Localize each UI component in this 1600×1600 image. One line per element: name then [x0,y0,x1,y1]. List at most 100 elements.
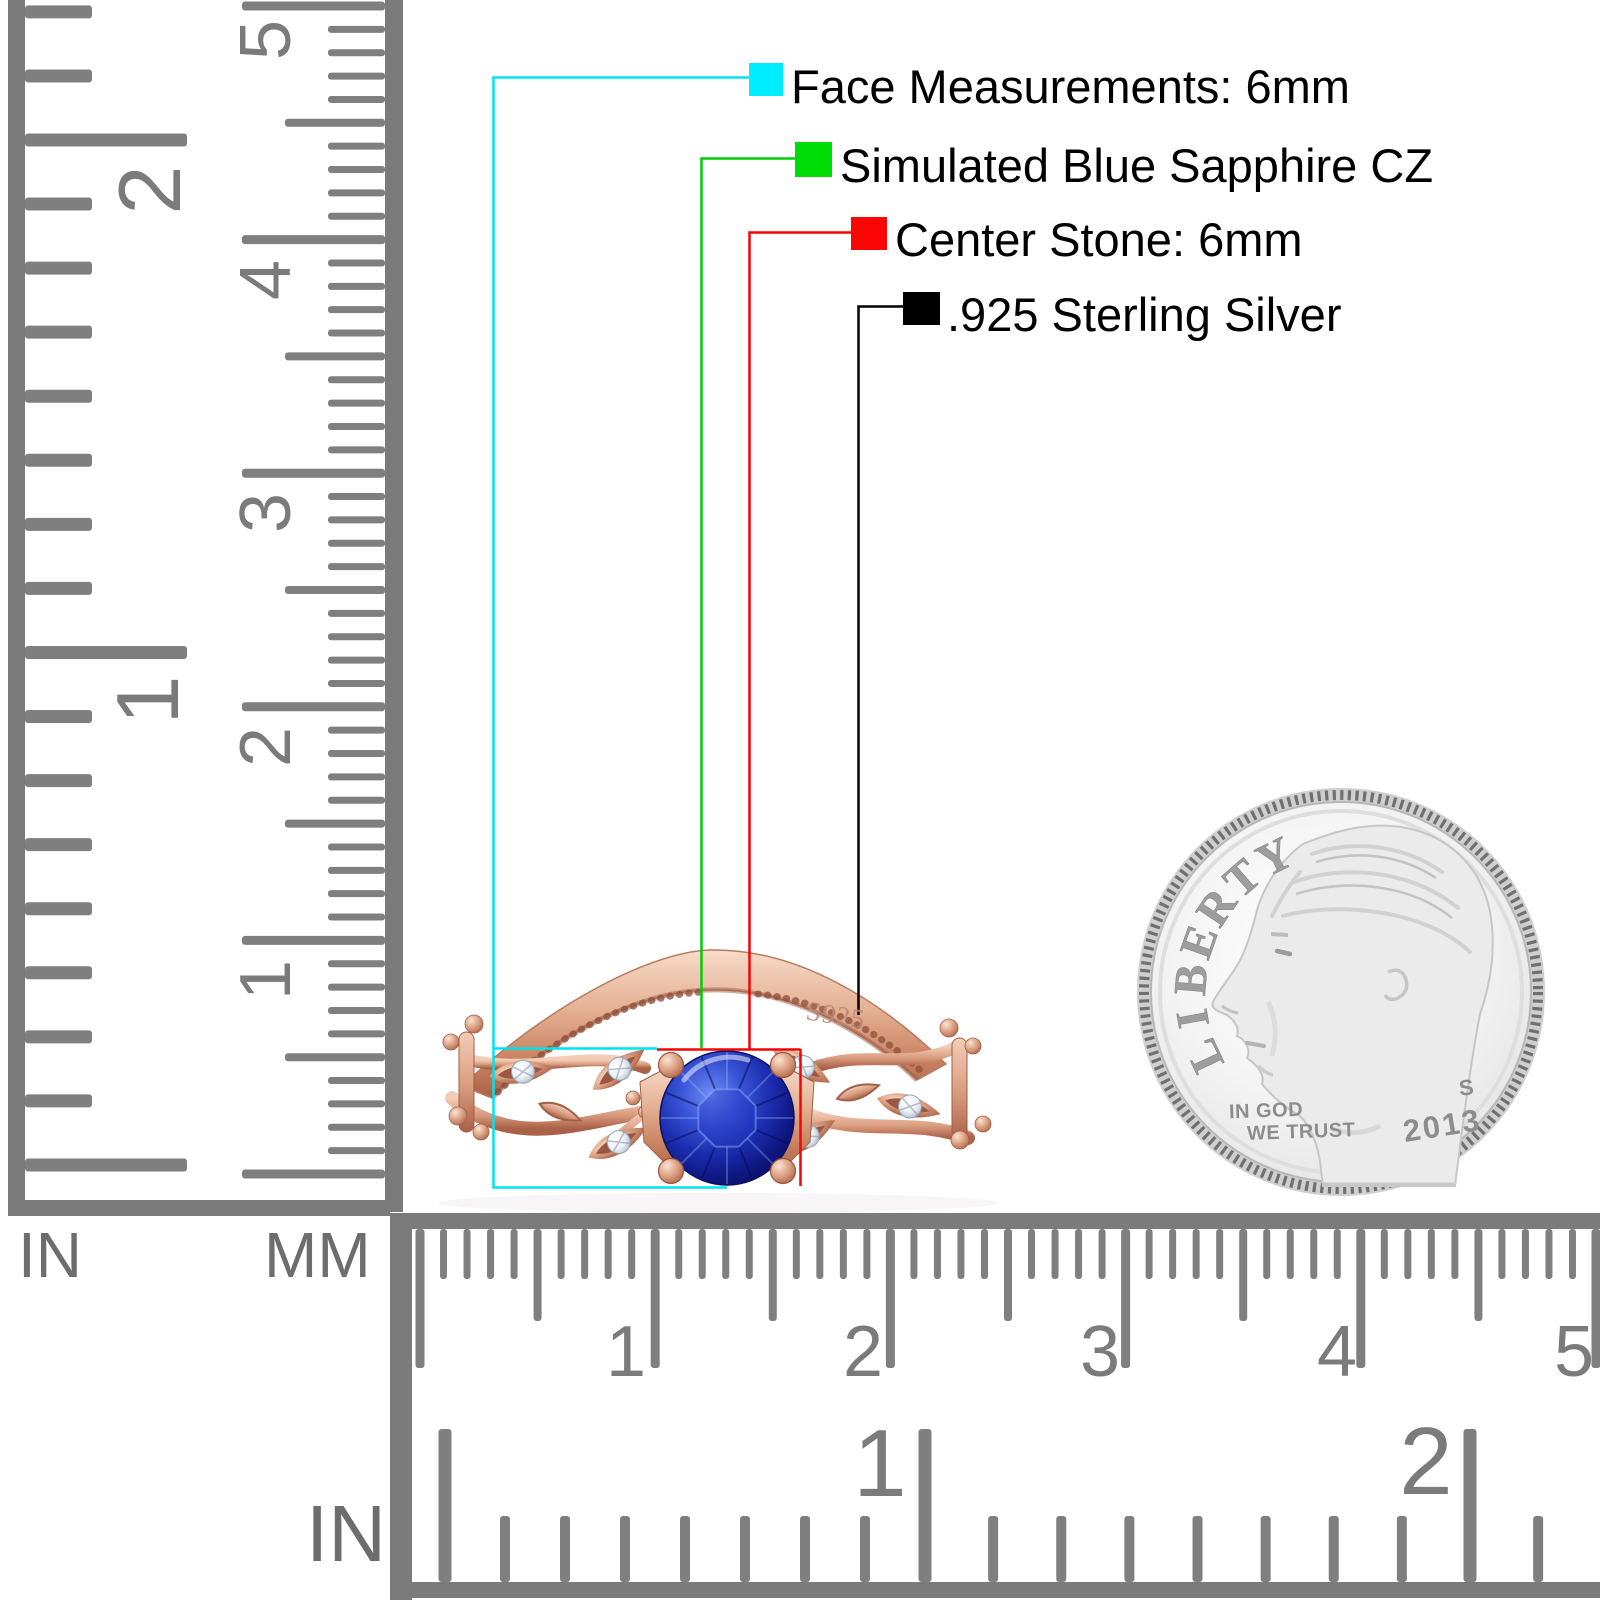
ruler-tick [1328,1516,1339,1582]
center-stone [659,1050,795,1186]
ruler-tick [25,645,187,659]
ruler-tick [1169,1229,1177,1279]
ruler-tick [25,197,92,211]
ruler-tick [1286,1229,1294,1279]
ruler-tick [1121,1229,1131,1368]
ruler-tick [722,1229,730,1279]
ruler-tick [328,1077,385,1085]
ruler-tick [1028,1229,1036,1279]
reeded-edge [1139,790,1543,1194]
ruler-tick [242,1,385,11]
ruler-tick [285,118,385,127]
stone-facets [665,1056,789,1180]
ruler-tick [933,1229,941,1279]
ruler-tick [285,1053,385,1062]
ruler-vertical-inch [8,0,187,1212]
ruler-number: 4 [1316,1312,1358,1392]
coin-motto-line2: WE TRUST [1246,1119,1356,1145]
ruler-tick [328,1147,385,1155]
leader-center-stone [657,231,851,1186]
ruler-tick [1004,1229,1012,1321]
ruler-tick [25,710,92,724]
legend-swatch-center-stone [851,217,887,250]
ruler-tick [25,1094,92,1108]
ruler-tick [328,539,385,547]
ruler-tick [1192,1516,1203,1582]
ruler-tick [1427,1229,1435,1279]
leader-sapphire [700,157,795,1048]
ruler-tick [328,306,385,314]
ruler-number: 2 [226,726,306,768]
ruler-tick [768,1229,777,1321]
ruler-tick [500,1516,510,1582]
ruler-tick [328,773,385,781]
ruler-tick [440,1229,448,1279]
ruler-tick [533,1229,542,1321]
ruler-tick [328,1100,385,1108]
coin-mint-mark: S [1457,1074,1475,1101]
ruler-tick [328,563,385,571]
ruler-number: 4 [226,259,306,301]
ruler-tick [328,890,385,898]
ruler-tick [1451,1229,1459,1279]
ruler-tick [628,1229,636,1279]
ruler-tick [25,1158,187,1172]
ruler-tick [328,913,385,921]
ruler-tick [487,1229,495,1279]
ruler-number: 1 [853,1410,907,1517]
ruler-tick [1380,1229,1388,1279]
ruler-tick [1216,1229,1224,1279]
ruler-tick [1145,1229,1153,1279]
ruler-number: 1 [98,675,197,725]
ruler-tick [1545,1229,1553,1279]
accent-cz-leaf [878,1088,938,1124]
ruler-tick [242,235,385,245]
ruler-tick [510,1229,518,1279]
ruler-tick [25,966,92,980]
leader-face-measurements [492,76,749,1189]
ruler-tick [839,1229,847,1279]
ruler-bottom-bar [8,1200,390,1216]
ruler-tick [242,1169,385,1179]
ruler-tick [25,838,92,852]
ruler-tick [1474,1229,1483,1321]
ruler-tick [675,1229,683,1279]
ruler-tick [328,446,385,454]
ruler-tick [745,1229,753,1279]
ruler-tick [560,1516,570,1582]
ruler-tick [1533,1516,1544,1582]
ruler-number: 3 [226,492,306,534]
ruler-tick [328,376,385,384]
ruler-number: 2 [100,165,199,215]
ruler-unit-label-bottom-inch: IN [306,1489,386,1578]
ruler-tick [25,902,92,916]
ruler-tick [328,679,385,687]
ruler-tick [328,866,385,874]
ruler-tick [1356,1229,1366,1368]
milgrain-beads [494,988,710,1096]
ruler-tick [25,133,187,147]
ruler-unit-label-mm: MM [264,1219,371,1291]
ruler-tick [328,49,385,57]
ruler-tick [328,282,385,290]
ruler-number: 1 [226,959,306,1001]
ruler-vertical-mm [8,0,403,1216]
ruler-tick [620,1516,630,1582]
ruler-tick [1051,1229,1059,1279]
ruler-tick [328,656,385,664]
ring-photo [438,949,998,1213]
ruler-tick [25,517,92,531]
gold-leaf [834,1078,882,1106]
ruler-tick [1591,1229,1600,1368]
ruler-tick [463,1229,471,1279]
ruler-tick [1463,1429,1477,1582]
ruler-tick [1498,1229,1506,1279]
ruler-tick [557,1229,565,1279]
ruler-number: 5 [1553,1312,1595,1392]
ruler-tick [328,1030,385,1038]
ruler-tick [25,389,92,403]
ruler-tick [1521,1229,1529,1279]
ruler-tick [328,142,385,150]
ruler-bottom-bar [390,1582,1600,1598]
ruler-tick [1396,1516,1407,1582]
